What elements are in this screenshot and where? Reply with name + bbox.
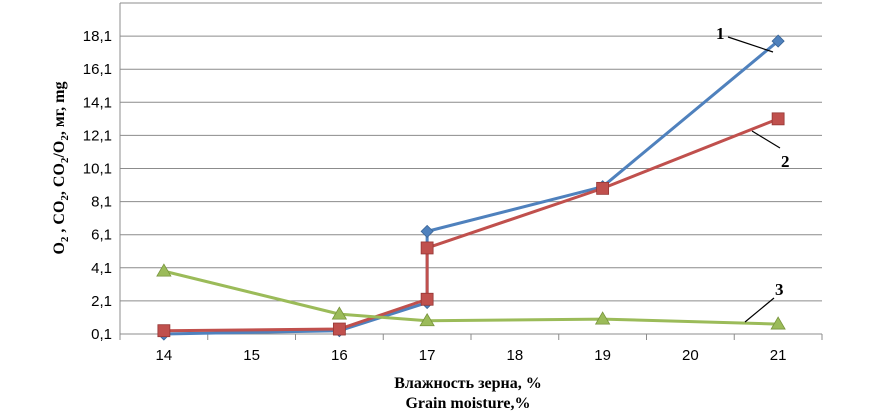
x-tick-labels: 14 15 16 17 18 19 20 21 [156, 347, 787, 364]
data-point [420, 292, 434, 306]
data-point [420, 224, 434, 238]
data-point [771, 34, 785, 48]
series-line [163, 39, 780, 336]
y-tick-label: 12,1 [83, 127, 112, 144]
series-number-label: 3 [775, 280, 784, 299]
x-axis-label-ru: Влажность зерна, % [394, 375, 542, 392]
x-tick-label: 19 [594, 347, 611, 364]
x-tick-label: 17 [419, 347, 436, 364]
y-tick-label: 14,1 [83, 94, 112, 111]
x-tick-label: 16 [331, 347, 348, 364]
y-tick-label: 18,1 [83, 28, 112, 45]
y-tick-label: 6,1 [91, 227, 112, 244]
y-axis-label-part: 2 [59, 195, 71, 201]
y-axis-label-part: , CO [51, 201, 68, 237]
series-line [163, 269, 779, 326]
y-tick-label: 2,1 [91, 293, 112, 310]
y-axis-label-part: , мг, mg [51, 81, 68, 135]
x-tick-label: 14 [156, 347, 173, 364]
y-tick-label: 10,1 [83, 161, 112, 178]
axes [119, 3, 823, 340]
series-group [156, 34, 786, 341]
series-number-label: 1 [716, 24, 725, 43]
y-axis-label-part: 2 [59, 135, 71, 141]
data-point [771, 112, 785, 126]
leader-line [751, 130, 781, 149]
x-tick-label: 21 [770, 347, 787, 364]
series-3 [156, 263, 786, 330]
series-1 [157, 34, 785, 341]
y-axis-label-part: O [51, 242, 68, 254]
data-point [156, 263, 172, 277]
data-point [331, 306, 348, 320]
x-tick-label: 15 [243, 347, 260, 364]
y-tick-labels: 0,1 2,1 4,1 6,1 8,1 10,1 12,1 14,1 16,1 18,1 [83, 28, 112, 343]
y-axis-label-part: /O [51, 141, 68, 159]
data-point [419, 312, 435, 327]
y-axis-label-part: 2 [59, 236, 71, 242]
y-tick-label: 16,1 [83, 61, 112, 78]
x-tick-label: 18 [507, 347, 524, 364]
data-point [332, 322, 346, 336]
data-point [157, 324, 171, 338]
series-line [163, 117, 779, 333]
series-labels: 1 2 3 [716, 24, 790, 323]
y-tick-label: 0,1 [91, 326, 112, 343]
series-number-label: 2 [781, 152, 790, 171]
y-tick-label: 4,1 [91, 260, 112, 277]
data-point [420, 241, 434, 255]
y-axis-label-part: 2 [59, 157, 71, 163]
grid-lines [120, 2, 822, 302]
data-point [596, 181, 610, 195]
data-point [594, 311, 611, 325]
y-axis-label: O2 , CO2, CO2/O2, мг, mg [51, 81, 71, 254]
leader-line [727, 36, 774, 53]
y-tick-label: 8,1 [91, 194, 112, 211]
series-2 [157, 112, 785, 338]
leader-line [744, 297, 775, 323]
y-axis-label-part: , CO [51, 163, 68, 195]
x-tick-label: 20 [682, 347, 699, 364]
data-point [770, 316, 786, 330]
x-axis-label-en: Grain moisture,% [405, 395, 530, 412]
